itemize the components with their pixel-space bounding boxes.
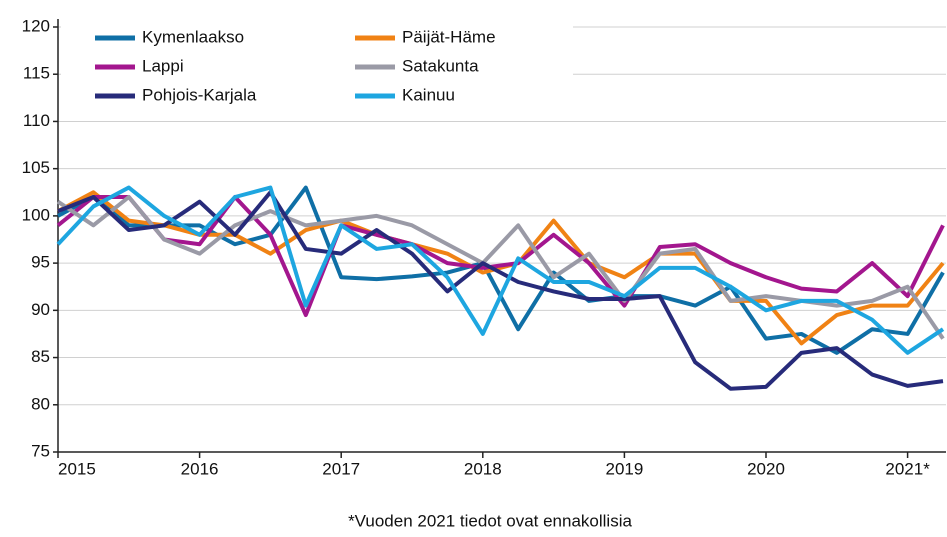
legend-label: Kainuu bbox=[402, 85, 455, 104]
y-tick-label: 120 bbox=[22, 16, 50, 35]
legend-label: Lappi bbox=[142, 56, 184, 75]
series-line bbox=[57, 190, 944, 391]
y-tick-label: 100 bbox=[22, 205, 50, 224]
x-tick-label: 2018 bbox=[464, 459, 502, 478]
y-tick-label: 105 bbox=[22, 158, 50, 177]
y-tick-label: 80 bbox=[31, 394, 50, 413]
legend-label: Kymenlaakso bbox=[142, 27, 244, 46]
y-tick-label: 75 bbox=[31, 441, 50, 460]
legend-background bbox=[61, 22, 573, 110]
legend-label: Pohjois-Karjala bbox=[142, 85, 257, 104]
series-line bbox=[56, 195, 945, 340]
annotation: *Vuoden 2021 tiedot ovat ennakollisia bbox=[348, 511, 632, 530]
x-tick-label: 2019 bbox=[605, 459, 643, 478]
y-tick-label: 115 bbox=[23, 64, 50, 83]
series-line bbox=[56, 185, 945, 355]
y-tick-label: 85 bbox=[31, 347, 50, 366]
y-tick-label: 95 bbox=[31, 253, 50, 272]
legend-label: Satakunta bbox=[402, 56, 479, 75]
y-tick-label: 110 bbox=[23, 111, 50, 130]
x-tick-label: 2015 bbox=[58, 459, 96, 478]
series-line bbox=[56, 195, 945, 318]
x-tick-label: 2021* bbox=[885, 459, 930, 478]
x-tick-label: 2016 bbox=[181, 459, 219, 478]
series-line bbox=[57, 190, 945, 346]
series-line bbox=[57, 185, 945, 355]
x-tick-label: 2020 bbox=[747, 459, 785, 478]
x-tick-label: 2017 bbox=[322, 459, 360, 478]
y-tick-label: 90 bbox=[31, 300, 50, 319]
legend-label: Päijät-Häme bbox=[402, 27, 496, 46]
